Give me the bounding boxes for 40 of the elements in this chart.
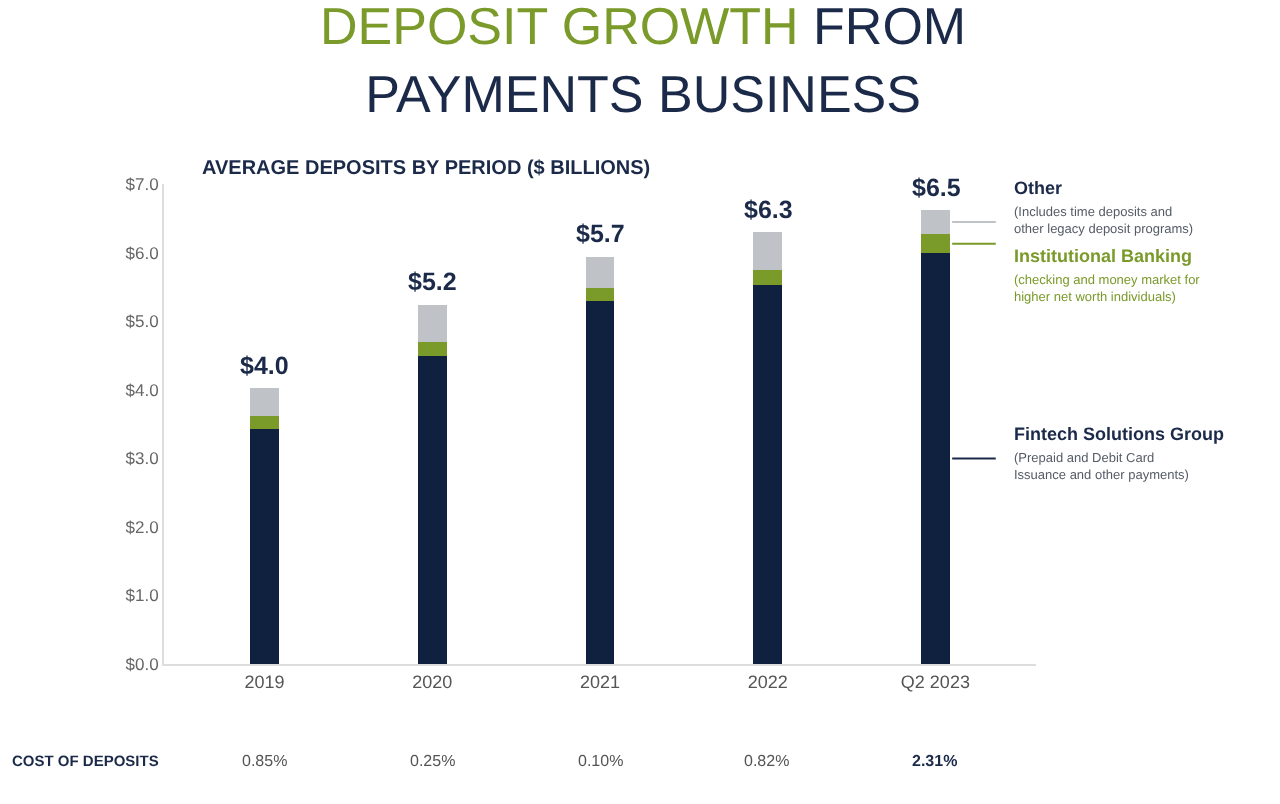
text: 0.10% <box>578 752 624 770</box>
annotation: $6.3 <box>744 196 793 224</box>
text: 2.31% <box>912 752 958 770</box>
text: 0.85% <box>242 752 288 770</box>
bar <box>753 232 782 271</box>
x-tick-label: 2021 <box>579 671 621 692</box>
text: Other <box>1014 178 1063 198</box>
x-tick-label: 2019 <box>244 671 285 692</box>
y-tick-label: $6.0 <box>125 242 160 263</box>
chart-title: DEPOSIT GROWTH FROM PAYMENTS BUSINESS <box>320 0 967 124</box>
text: 0.25% <box>410 752 456 770</box>
bar <box>250 428 279 664</box>
x-tick-label: 2022 <box>747 671 788 692</box>
y-tick-label: $5.0 <box>125 311 160 332</box>
bar <box>418 341 447 357</box>
annotation: $6.5 <box>912 174 961 202</box>
bar <box>753 284 782 664</box>
text: Fintech Solutions Group <box>1014 424 1225 444</box>
bar <box>250 415 279 429</box>
legend-label: Institutional Banking <box>1014 246 1192 266</box>
bar <box>250 388 279 416</box>
y-tick-label: $2.0 <box>125 516 160 537</box>
bar <box>753 270 782 285</box>
bar <box>585 288 615 302</box>
bar <box>585 256 615 289</box>
x-tick-label: 2020 <box>412 671 453 692</box>
y-tick-label: $7.0 <box>125 173 160 194</box>
text: 0.82% <box>744 752 790 770</box>
annotation: $5.2 <box>408 268 457 296</box>
chart-subtitle: AVERAGE DEPOSITS BY PERIOD ($ BILLIONS) <box>202 158 651 180</box>
annotation: $5.7 <box>576 220 625 248</box>
y-tick-label: $1.0 <box>125 585 160 606</box>
y-tick-label: $4.0 <box>125 379 160 400</box>
annotation: $4.0 <box>240 352 289 380</box>
y-tick-label: $0.0 <box>125 653 160 674</box>
bar <box>585 301 615 664</box>
y-tick-label: $3.0 <box>125 448 160 469</box>
bar <box>418 304 447 342</box>
x-tick-label: Q2 2023 <box>900 671 970 692</box>
bar <box>418 356 447 664</box>
